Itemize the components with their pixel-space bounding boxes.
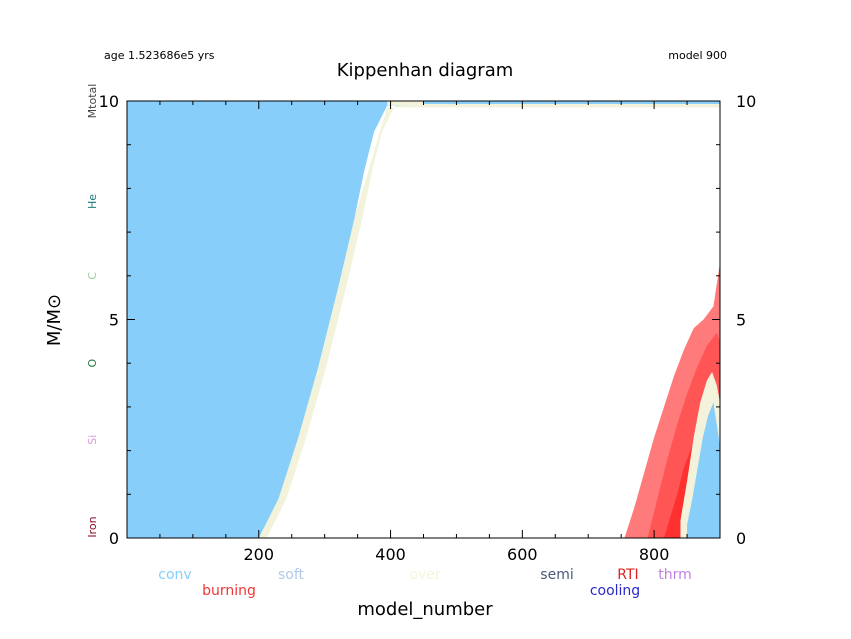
y-tick-label-left: 10 [99, 92, 119, 111]
element-marker-he: He [86, 194, 99, 209]
chart-title: Kippenhan diagram [337, 60, 514, 81]
x-tick-label: 600 [507, 545, 538, 564]
element-marker-o: O [86, 359, 99, 368]
y-tick-label-right: 0 [736, 529, 746, 548]
axis-ticks [126, 100, 721, 539]
x-tick-label: 200 [244, 545, 275, 564]
legend-thrm: thrm [658, 567, 692, 583]
legend-soft: soft [278, 567, 305, 583]
legend-conv: conv [158, 567, 191, 583]
y-tick-label-right: 10 [736, 92, 756, 111]
legend-cooling: cooling [590, 583, 640, 599]
x-axis-label: model_number [357, 599, 493, 620]
convective-region [127, 101, 720, 538]
element-marker-iron: Iron [86, 516, 99, 537]
model-label: model 900 [668, 49, 727, 62]
element-marker-mtotal: Mtotal [86, 84, 99, 119]
y-tick-label-right: 5 [736, 311, 746, 330]
element-marker-c: C [86, 272, 99, 280]
y-axis-label: M/M⊙ [44, 294, 65, 346]
element-marker-si: Si [86, 435, 99, 445]
surface-conv-strip [423, 101, 720, 104]
plot-areas [127, 101, 720, 538]
legend-RTI: RTI [617, 567, 638, 583]
legend-over: over [409, 567, 440, 583]
age-label: age 1.523686e5 yrs [104, 49, 215, 62]
x-tick-label: 800 [639, 545, 670, 564]
y-tick-label-left: 0 [109, 529, 119, 548]
axis-tick-labels: 200 400 600 800 0 5 10 0 5 10 [99, 92, 757, 564]
legend-semi: semi [540, 567, 573, 583]
late-convective-region [687, 402, 720, 538]
y-tick-label-left: 5 [109, 311, 119, 330]
x-tick-label: 400 [375, 545, 406, 564]
element-markers: Mtotal He C O Si Iron [86, 84, 99, 538]
legend-burning: burning [202, 583, 256, 599]
